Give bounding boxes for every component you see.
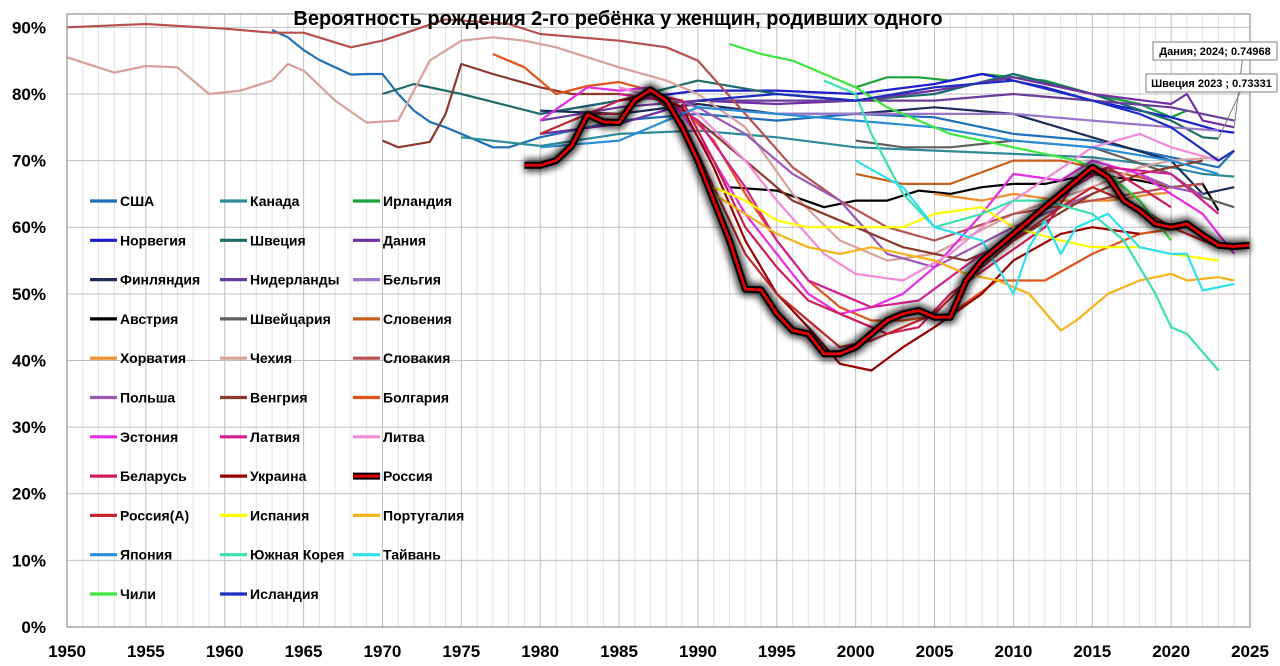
series-line: [524, 88, 1251, 356]
x-tick-label: 1985: [600, 642, 638, 661]
series-line: [66, 36, 1219, 262]
legend-label: Канада: [250, 193, 300, 209]
legend-label: Ирландия: [383, 193, 452, 209]
legend-label: Венгрия: [250, 390, 308, 406]
series-line: [618, 92, 1220, 309]
y-tick-label: 50%: [12, 285, 46, 304]
legend-label: Литва: [383, 429, 425, 445]
series-line: [713, 186, 1219, 262]
legend-label: Испания: [250, 507, 309, 523]
chart-title: Вероятность рождения 2-го ребёнка у женщ…: [293, 8, 942, 30]
legend-label: Россия(А): [120, 507, 189, 523]
series-layer: [66, 18, 1251, 372]
x-tick-label: 1980: [521, 642, 559, 661]
x-tick-label: 2000: [837, 642, 875, 661]
series-line: [540, 92, 1235, 122]
plot-frame: [66, 13, 1251, 628]
x-tick-label: 2025: [1231, 642, 1269, 661]
y-tick-label: 80%: [12, 85, 46, 104]
series-line: [697, 106, 1219, 132]
callout-box: [1152, 41, 1278, 61]
series-line: [540, 106, 1219, 175]
legend-label: Нидерланды: [250, 272, 340, 288]
y-tick-label: 30%: [12, 418, 46, 437]
legend-label: США: [120, 193, 154, 209]
legend-label: Финляндия: [120, 272, 200, 288]
series-line: [540, 72, 1235, 134]
legend-label: Хорватия: [120, 350, 186, 366]
legend-label: Австрия: [120, 311, 178, 327]
legend-label: Южная Корея: [250, 547, 344, 563]
series-line: [618, 86, 1219, 282]
y-tick-label: 90%: [12, 18, 46, 37]
legend-label: Бельгия: [383, 272, 441, 288]
y-tick-label: 70%: [12, 152, 46, 171]
x-tick-label: 1965: [285, 642, 323, 661]
series-line: [855, 159, 1172, 189]
legend-label: Япония: [120, 547, 172, 563]
legend-label: Чехия: [250, 350, 292, 366]
legend-label: Беларусь: [120, 468, 187, 484]
x-tick-label: 1995: [758, 642, 796, 661]
series-line: [697, 79, 1235, 162]
series-line: [271, 29, 1236, 169]
legend-label: Дания: [383, 232, 426, 248]
legend: США Канада Ирландия Норвегия Швеция Дания Финл…: [90, 193, 464, 602]
x-tick-label: 1960: [206, 642, 244, 661]
y-tick-label: 20%: [12, 485, 46, 504]
callout-label: Швеция 2023 ; 0.73331: [1151, 78, 1272, 90]
series-line: [461, 129, 1235, 178]
legend-label: Болгария: [383, 390, 449, 406]
legend-label: Польша: [120, 390, 175, 406]
series-line: [855, 159, 1235, 295]
y-axis-ticks: 0% 10% 20% 30% 40% 50% 60% 70% 80% 90%: [12, 18, 46, 637]
x-tick-label: 1970: [364, 642, 402, 661]
x-tick-label: 2020: [1152, 642, 1190, 661]
series-line: [66, 18, 1203, 242]
x-tick-label: 2015: [1073, 642, 1111, 661]
series-line: [618, 92, 1140, 372]
series-line: [823, 79, 1220, 372]
legend-label: Словакия: [383, 350, 450, 366]
legend-label: Украина: [250, 468, 307, 484]
y-tick-label: 40%: [12, 351, 46, 370]
callout-label: Дания; 2024; 0.74968: [1159, 46, 1270, 58]
y-tick-label: 60%: [12, 218, 46, 237]
legend-label: Чили: [120, 586, 156, 602]
x-axis-ticks: 1950 1955 1960 1965 1970 1975 1980 1985 1990 1995…: [48, 642, 1269, 661]
x-tick-label: 1950: [48, 642, 86, 661]
x-tick-label: 2010: [994, 642, 1032, 661]
y-tick-label: 10%: [12, 551, 46, 570]
legend-label: Россия: [383, 468, 433, 484]
x-tick-label: 1990: [679, 642, 717, 661]
legend-label: Исландия: [250, 586, 319, 602]
y-tick-label: 0%: [21, 618, 46, 637]
series-line: [713, 192, 1235, 332]
callouts: Дания; 2024; 0.74968 Швеция 2023 ; 0.7333…: [1145, 41, 1278, 139]
x-tick-label: 1955: [127, 642, 165, 661]
callout-leader: [1233, 59, 1243, 128]
x-tick-label: 2005: [916, 642, 954, 661]
legend-label: Португалия: [383, 507, 464, 523]
legend-label: Латвия: [250, 429, 300, 445]
callout-box: [1145, 73, 1278, 93]
legend-label: Тайвань: [383, 547, 441, 563]
x-tick-label: 1975: [442, 642, 480, 661]
legend-label: Швейцария: [250, 311, 331, 327]
legend-label: Норвегия: [120, 232, 186, 248]
legend-label: Швеция: [250, 232, 306, 248]
legend-label: Эстония: [120, 429, 178, 445]
gridlines: [66, 14, 1251, 628]
legend-label: Словения: [383, 311, 452, 327]
callout-leader: [1218, 91, 1241, 139]
